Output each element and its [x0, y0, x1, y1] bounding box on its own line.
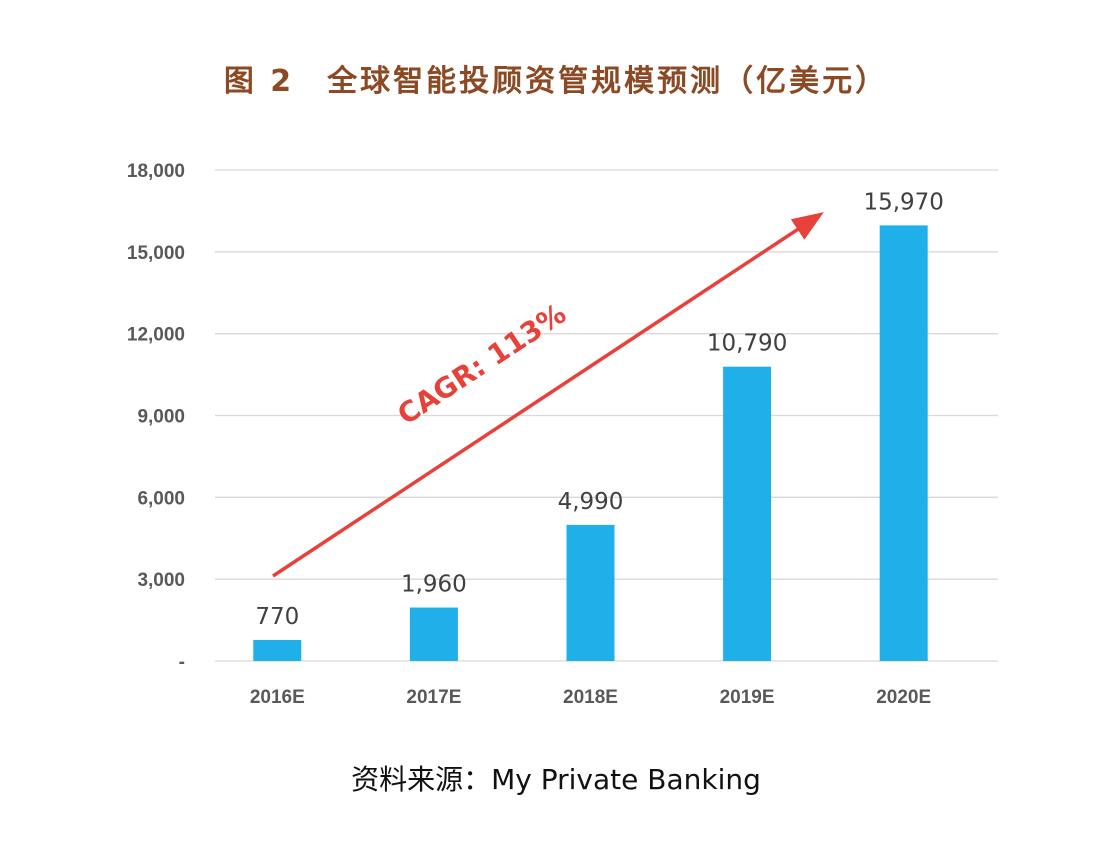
bars — [253, 225, 928, 661]
source-note: 资料来源：My Private Banking — [351, 763, 761, 796]
bar — [723, 366, 772, 661]
y-tick-label: - — [179, 652, 185, 673]
bar — [879, 225, 928, 661]
y-tick-label: 18,000 — [127, 161, 185, 182]
y-tick-label: 12,000 — [127, 325, 185, 346]
bar — [253, 639, 302, 661]
x-tick-label: 2016E — [250, 687, 305, 708]
bar — [566, 524, 615, 661]
data-labels: 770 1,960 4,990 10,790 15,970 — [255, 189, 944, 630]
y-tick-label: 9,000 — [137, 407, 185, 428]
x-tick-label: 2019E — [720, 687, 775, 708]
x-tick-label: 2018E — [563, 687, 618, 708]
data-label: 15,970 — [863, 189, 943, 215]
data-label: 1,960 — [401, 572, 467, 598]
bar — [409, 607, 458, 661]
y-axis: - 3,000 6,000 9,000 12,000 15,000 18,000 — [127, 161, 185, 673]
x-axis: 2016E 2017E 2018E 2019E 2020E — [250, 687, 931, 708]
cagr-arrow — [272, 212, 824, 578]
y-tick-label: 15,000 — [127, 243, 185, 264]
y-tick-label: 6,000 — [137, 488, 185, 509]
chart-title: 图 2 全球智能投顾资管规模预测（亿美元） — [223, 64, 889, 99]
data-label: 4,990 — [558, 489, 624, 515]
x-tick-label: 2017E — [406, 687, 461, 708]
y-tick-label: 3,000 — [137, 570, 185, 591]
cagr-label: CAGR: 113% — [392, 297, 572, 431]
data-label: 10,790 — [707, 331, 787, 357]
x-tick-label: 2020E — [876, 687, 931, 708]
data-label: 770 — [255, 604, 299, 630]
